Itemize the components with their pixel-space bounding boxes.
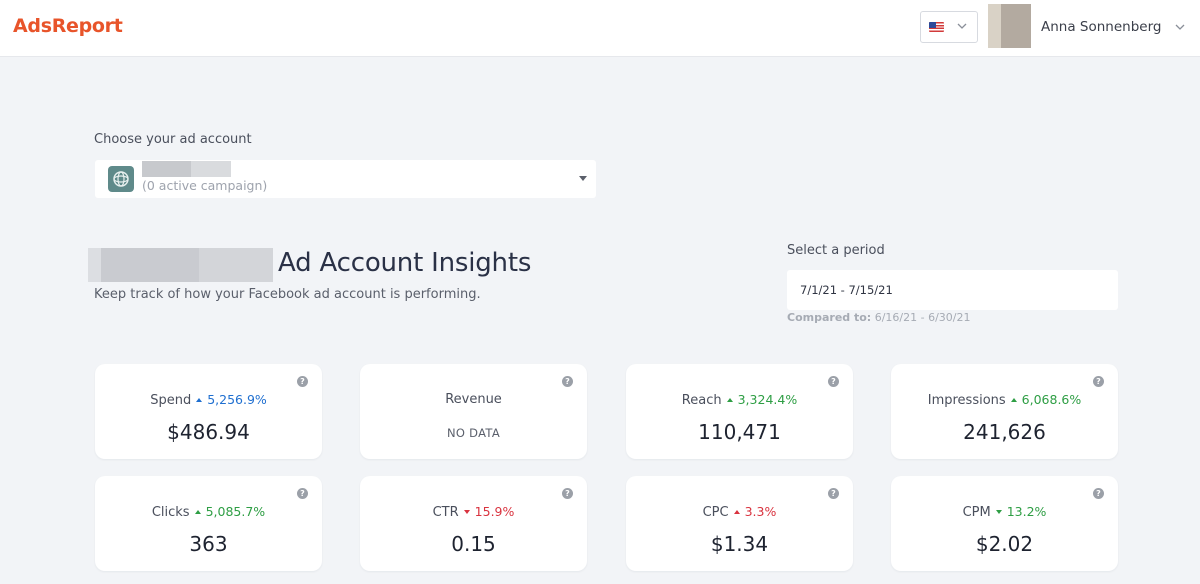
period-value: 7/1/21 - 7/15/21 [800, 283, 893, 297]
metric-label: Impressions [927, 393, 1006, 408]
metric-card-ctr: ? CTR 15.9% 0.15 [360, 476, 587, 571]
metric-header: Spend 5,256.9% [95, 392, 322, 408]
metric-value: 110,471 [698, 420, 781, 444]
metric-card-reach: ? Reach 3,324.4% 110,471 [626, 364, 853, 459]
metric-label: Clicks [151, 505, 190, 520]
arrow-up-icon [194, 510, 201, 514]
metric-label: CPM [962, 505, 991, 520]
metric-delta: 5,085.7% [194, 504, 266, 519]
metric-delta: 13.2% [995, 504, 1047, 519]
help-icon[interactable]: ? [297, 376, 308, 387]
metric-label: Spend [150, 393, 192, 408]
top-bar: AdsReport Anna Sonnenberg [0, 0, 1200, 57]
metric-delta-value: 5,085.7% [205, 504, 266, 519]
metric-header: CPC 3.3% [626, 504, 853, 520]
metric-delta-value: 15.9% [474, 504, 515, 519]
metric-header: CPM 13.2% [891, 504, 1118, 520]
help-icon[interactable]: ? [562, 376, 573, 387]
metric-card-impressions: ? Impressions 6,068.6% 241,626 [891, 364, 1118, 459]
page-title: Ad Account Insights [278, 248, 532, 278]
avatar[interactable] [988, 4, 1031, 48]
metric-card-spend: ? Spend 5,256.9% $486.94 [95, 364, 322, 459]
period-picker[interactable]: 7/1/21 - 7/15/21 [787, 270, 1118, 310]
metric-header: Impressions 6,068.6% [891, 392, 1118, 408]
account-logo-icon [108, 166, 134, 192]
metric-no-data: NO DATA [446, 426, 501, 440]
account-campaign-count: (0 active campaign) [142, 178, 268, 193]
period-label: Select a period [787, 243, 885, 258]
metric-delta: 6,068.6% [1010, 392, 1082, 407]
arrow-down-icon [995, 510, 1002, 514]
metric-delta-value: 3.3% [744, 504, 777, 519]
metric-label: Revenue [445, 392, 502, 407]
arrow-up-icon [726, 398, 733, 402]
metric-delta-value: 13.2% [1006, 504, 1047, 519]
metric-header: CTR 15.9% [360, 504, 587, 520]
metric-delta-value: 5,256.9% [207, 392, 267, 407]
metric-label: CPC [702, 505, 729, 520]
page-subtitle: Keep track of how your Facebook ad accou… [94, 287, 481, 302]
metric-value: $2.02 [975, 532, 1034, 556]
metric-delta: 15.9% [463, 504, 515, 519]
compared-value: 6/16/21 - 6/30/21 [874, 311, 971, 324]
metric-label: CTR [432, 505, 459, 520]
metric-value: 241,626 [963, 420, 1046, 444]
ad-account-select[interactable]: (0 active campaign) [95, 160, 596, 198]
metric-header: Revenue [360, 392, 587, 407]
metric-value: $1.34 [710, 532, 769, 556]
chevron-down-icon[interactable] [1174, 21, 1186, 33]
metric-header: Clicks 5,085.7% [95, 504, 322, 520]
compared-label: Compared to: [787, 311, 872, 324]
user-name[interactable]: Anna Sonnenberg [1041, 19, 1162, 35]
comparison-period: Compared to: 6/16/21 - 6/30/21 [787, 311, 970, 324]
metric-delta: 3.3% [733, 504, 777, 519]
arrow-up-icon [196, 398, 203, 402]
dropdown-caret-icon [579, 176, 587, 181]
metric-header: Reach 3,324.4% [626, 392, 853, 408]
metric-value: $486.94 [167, 420, 250, 444]
app-logo[interactable]: AdsReport [13, 15, 123, 37]
metric-delta-value: 3,324.4% [737, 392, 798, 407]
metric-card-cpc: ? CPC 3.3% $1.34 [626, 476, 853, 571]
chevron-down-icon [957, 23, 967, 29]
arrow-up-icon [1010, 398, 1017, 402]
us-flag-icon [929, 22, 944, 32]
account-label: Choose your ad account [94, 132, 252, 147]
metric-label: Reach [681, 393, 722, 408]
help-icon[interactable]: ? [562, 488, 573, 499]
help-icon[interactable]: ? [1093, 488, 1104, 499]
metric-delta-value: 6,068.6% [1021, 392, 1082, 407]
metric-card-revenue: ? Revenue NO DATA [360, 364, 587, 459]
help-icon[interactable]: ? [828, 376, 839, 387]
help-icon[interactable]: ? [297, 488, 308, 499]
language-selector[interactable] [920, 11, 978, 43]
metric-value: 0.15 [451, 532, 496, 556]
account-name-redacted [142, 161, 231, 177]
metric-value: 363 [189, 532, 228, 556]
metric-card-cpm: ? CPM 13.2% $2.02 [891, 476, 1118, 571]
metric-delta: 5,256.9% [196, 392, 267, 407]
metric-card-clicks: ? Clicks 5,085.7% 363 [95, 476, 322, 571]
metric-delta: 3,324.4% [726, 392, 798, 407]
arrow-up-icon [733, 510, 740, 514]
help-icon[interactable]: ? [828, 488, 839, 499]
account-name-title-redacted [88, 248, 273, 282]
help-icon[interactable]: ? [1093, 376, 1104, 387]
arrow-down-icon [463, 510, 470, 514]
